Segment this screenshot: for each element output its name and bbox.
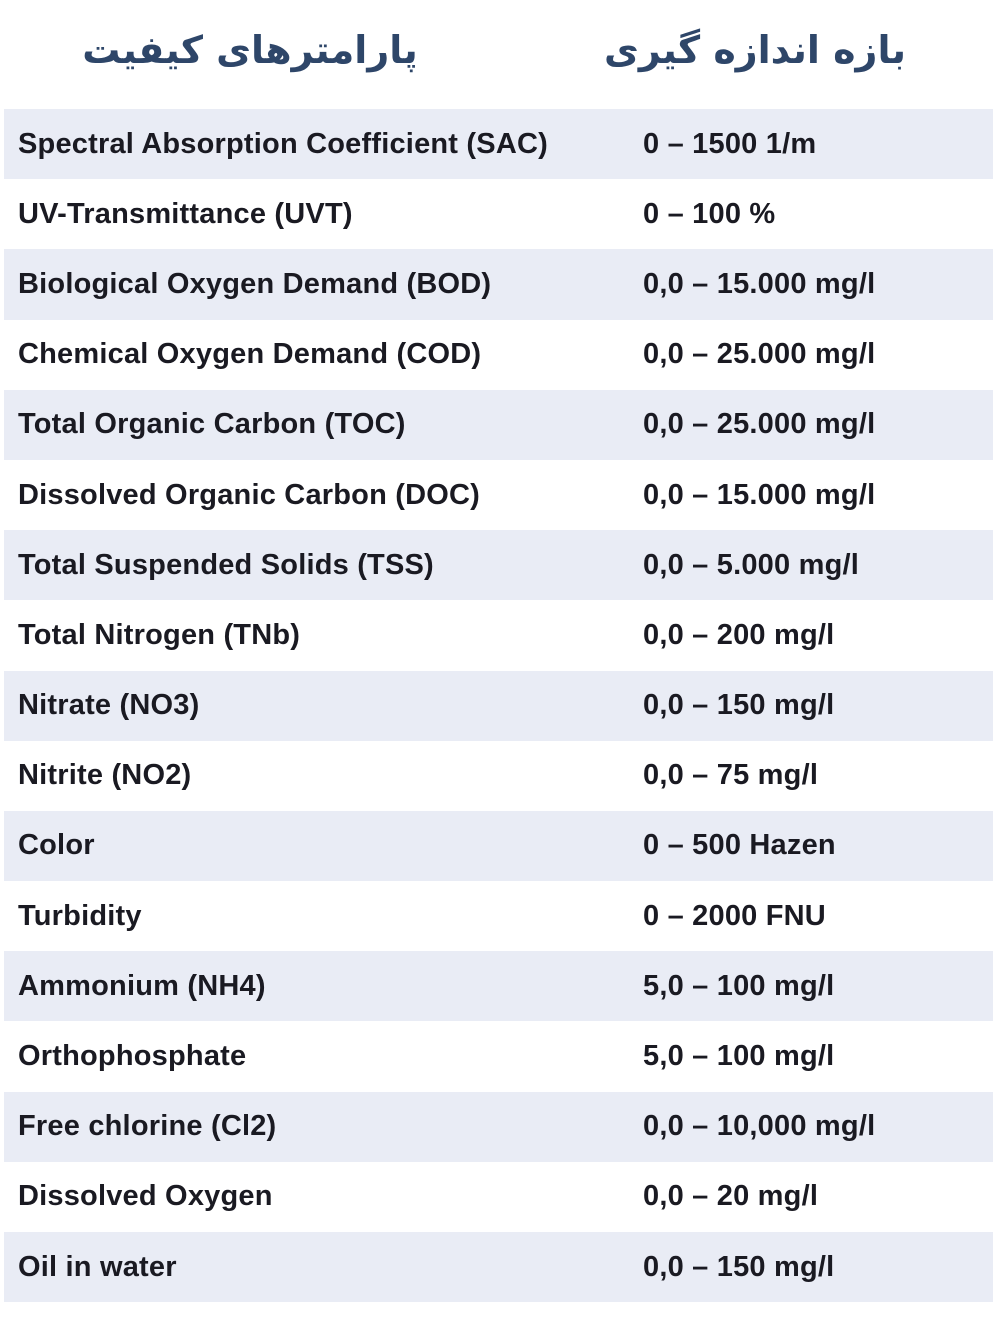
table-row: Nitrite (NO2) 0,0 – 75 mg/l (4, 740, 993, 811)
parameter-name: Spectral Absorption Coefficient (SAC) (18, 127, 548, 160)
table-row: Ammonium (NH4) 5,0 – 100 mg/l (4, 951, 993, 1022)
measurement-range: 0,0 – 75 mg/l (643, 759, 819, 792)
measurement-range: 0,0 – 150 mg/l (643, 1250, 835, 1283)
table-row: Total Organic Carbon (TOC) 0,0 – 25.000 … (4, 389, 993, 460)
table-row: Dissolved Oxygen 0,0 – 20 mg/l (4, 1161, 993, 1232)
measurement-range: 0,0 – 20 mg/l (643, 1180, 819, 1213)
parameter-name: Free chlorine (Cl2) (18, 1110, 277, 1143)
parameter-name: Ammonium (NH4) (18, 969, 266, 1002)
parameter-name: Total Nitrogen (TNb) (18, 618, 301, 651)
parameter-name: Nitrite (NO2) (18, 759, 192, 792)
column-header-measurement-range: بازه اندازه گیری (604, 28, 906, 72)
measurement-range: 0,0 – 5.000 mg/l (643, 548, 859, 581)
measurement-range: 0 – 1500 1/m (643, 127, 817, 160)
table-row: Dissolved Organic Carbon (DOC) 0,0 – 15.… (4, 459, 993, 531)
measurement-range: 0,0 – 25.000 mg/l (643, 338, 876, 371)
table-row: Spectral Absorption Coefficient (SAC) 0 … (4, 109, 993, 180)
column-header-quality-parameters: پارامترهای کیفیت (82, 28, 418, 72)
table-row: Biological Oxygen Demand (BOD) 0,0 – 15.… (4, 249, 993, 320)
parameter-name: Chemical Oxygen Demand (COD) (18, 338, 482, 371)
measurement-range: 0,0 – 200 mg/l (643, 618, 835, 651)
measurement-range: 0,0 – 15.000 mg/l (643, 478, 876, 511)
table-row: Free chlorine (Cl2) 0,0 – 10,000 mg/l (4, 1091, 993, 1162)
table-row: Nitrate (NO3) 0,0 – 150 mg/l (4, 670, 993, 741)
measurement-range: 0,0 – 15.000 mg/l (643, 267, 876, 300)
table-row: Turbidity 0 – 2000 FNU (4, 881, 993, 952)
parameter-name: Biological Oxygen Demand (BOD) (18, 267, 492, 300)
measurement-range: 0,0 – 25.000 mg/l (643, 408, 876, 441)
measurement-range: 5,0 – 100 mg/l (643, 969, 835, 1002)
parameters-table: Spectral Absorption Coefficient (SAC) 0 … (4, 109, 993, 1303)
parameter-name: Nitrate (NO3) (18, 689, 200, 722)
measurement-range: 0,0 – 10,000 mg/l (643, 1110, 876, 1143)
table-row: Oil in water 0,0 – 150 mg/l (4, 1232, 993, 1303)
measurement-range: 0 – 2000 FNU (643, 899, 826, 932)
parameter-name: Color (18, 829, 95, 862)
parameter-name: Orthophosphate (18, 1040, 247, 1073)
table-row: Total Nitrogen (TNb) 0,0 – 200 mg/l (4, 600, 993, 671)
table-row: Orthophosphate 5,0 – 100 mg/l (4, 1021, 993, 1092)
parameter-name: Dissolved Organic Carbon (DOC) (18, 478, 481, 511)
table-row: Color 0 – 500 Hazen (4, 810, 993, 882)
measurement-range: 0 – 500 Hazen (643, 829, 836, 862)
parameter-name: Total Organic Carbon (TOC) (18, 408, 406, 441)
table-row: Total Suspended Solids (TSS) 0,0 – 5.000… (4, 530, 993, 601)
parameter-name: Total Suspended Solids (TSS) (18, 548, 434, 581)
parameter-name: Dissolved Oxygen (18, 1180, 273, 1213)
measurement-range: 0,0 – 150 mg/l (643, 689, 835, 722)
parameter-name: Oil in water (18, 1250, 177, 1283)
table-row: Chemical Oxygen Demand (COD) 0,0 – 25.00… (4, 319, 993, 390)
parameter-name: UV-Transmittance (UVT) (18, 197, 353, 230)
measurement-range: 0 – 100 % (643, 197, 776, 230)
parameter-name: Turbidity (18, 899, 142, 932)
measurement-range: 5,0 – 100 mg/l (643, 1040, 835, 1073)
table-row: UV-Transmittance (UVT) 0 – 100 % (4, 179, 993, 250)
